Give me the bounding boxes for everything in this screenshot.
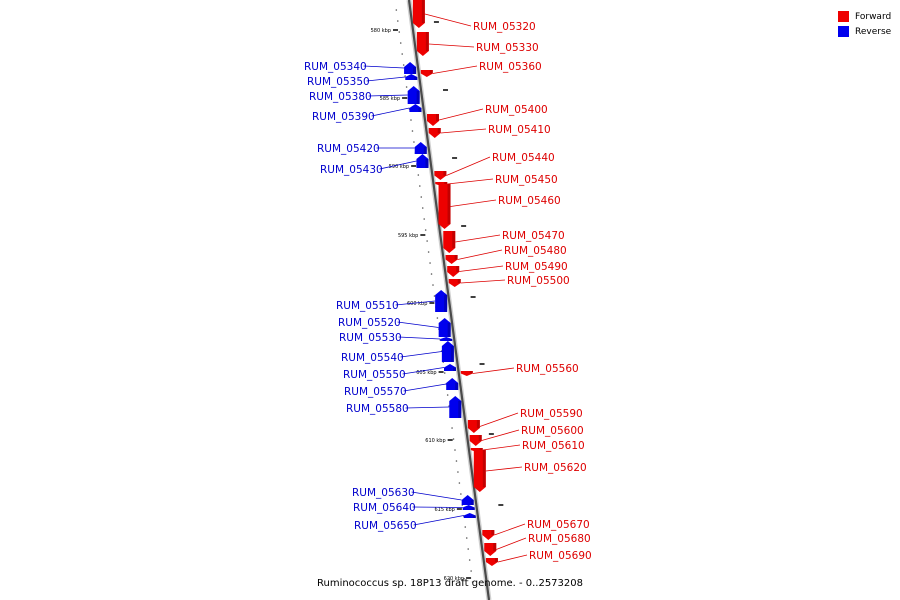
gene-label: RUM_05320: [473, 21, 536, 33]
legend: Forward Reverse: [838, 9, 891, 39]
gene-label: RUM_05570: [344, 386, 407, 398]
gene-feature: RUM_05680: [484, 533, 591, 556]
gene-label: RUM_05350: [307, 76, 370, 88]
gene-feature: RUM_05520: [338, 317, 451, 337]
gene-feature: RUM_05350: [307, 74, 418, 88]
gene-label: RUM_05510: [336, 300, 399, 312]
gene-feature: RUM_05410: [428, 124, 551, 138]
gene-label: RUM_05540: [341, 352, 404, 364]
gene-label: RUM_05420: [317, 143, 380, 155]
scale-tick-label: 585 kbp: [380, 96, 400, 102]
gene-label: RUM_05330: [476, 42, 539, 54]
gene-label: RUM_05560: [516, 363, 579, 375]
gene-feature: RUM_05490: [447, 261, 568, 277]
gene-label: RUM_05430: [320, 164, 383, 176]
gene-label: RUM_05620: [524, 462, 587, 474]
gene-label: RUM_05460: [498, 195, 561, 207]
gene-label: RUM_05400: [485, 104, 548, 116]
gene-feature: RUM_05670: [482, 519, 590, 540]
gene-label: RUM_05680: [528, 533, 591, 545]
gene-label: RUM_05450: [495, 174, 558, 186]
gene-label: RUM_05490: [505, 261, 568, 273]
gene-feature: RUM_05550: [343, 364, 456, 381]
scale-tick-label: 615 kbp: [434, 507, 454, 513]
gene-feature: RUM_05690: [485, 550, 592, 566]
gene-feature: RUM_05570: [344, 378, 459, 398]
gene-label: RUM_05690: [529, 550, 592, 562]
scale-tick-label: 620 kbp: [444, 576, 464, 582]
gene-feature: RUM_05360: [420, 61, 542, 77]
gene-label: RUM_05440: [492, 152, 555, 164]
forward-swatch: [838, 11, 849, 22]
gene-feature: RUM_05390: [312, 104, 422, 123]
gene-label: RUM_05380: [309, 91, 372, 103]
gene-label: RUM_05670: [527, 519, 590, 531]
gene-feature: RUM_05400: [427, 104, 548, 126]
gene-feature: RUM_05590: [467, 408, 583, 433]
gene-feature: RUM_05610: [470, 440, 585, 452]
scale-tick-label: 590 kbp: [389, 164, 409, 170]
gene-feature: RUM_05580: [346, 396, 462, 418]
gene-label: RUM_05480: [504, 245, 567, 257]
gene-feature: RUM_05560: [460, 363, 579, 376]
gene-label: RUM_05500: [507, 275, 570, 287]
legend-reverse: Reverse: [838, 24, 891, 39]
scale-tick-label: 600 kbp: [407, 301, 427, 307]
gene-label: RUM_05550: [343, 369, 406, 381]
backbone: [406, 0, 492, 600]
gene-feature: RUM_05440: [434, 152, 555, 180]
gene-feature: RUM_05330: [416, 32, 539, 56]
scale-tick-label: 610 kbp: [425, 438, 445, 444]
gene-label: RUM_05580: [346, 403, 409, 415]
gene-label: RUM_05390: [312, 111, 375, 123]
gene-label: RUM_05640: [353, 502, 416, 514]
gene-feature: RUM_05620: [473, 450, 587, 492]
gene-label: RUM_05610: [522, 440, 585, 452]
scale-tick-label: 580 kbp: [371, 28, 391, 34]
gene-label: RUM_05340: [304, 61, 367, 73]
gene-feature: RUM_05470: [443, 230, 565, 253]
gene-feature: RUM_05530: [339, 332, 453, 344]
scale-tick-label: 605 kbp: [416, 370, 436, 376]
gene-label: RUM_05410: [488, 124, 551, 136]
gene-feature: RUM_05600: [469, 425, 584, 446]
gene-feature: RUM_05500: [448, 275, 570, 287]
gene-feature: RUM_05460: [438, 184, 561, 229]
gene-label: RUM_05470: [502, 230, 565, 242]
gene-feature: RUM_05510: [336, 290, 448, 312]
legend-forward-label: Forward: [855, 11, 892, 22]
gene-feature: RUM_05630: [352, 487, 474, 505]
gene-feature: RUM_05540: [341, 341, 454, 364]
map-caption: Ruminococcus sp. 18P13 draft genome. - 0…: [316, 578, 583, 589]
gene-feature: RUM_05640: [353, 502, 475, 514]
reverse-swatch: [838, 26, 849, 37]
gene-feature: RUM_05320: [412, 0, 536, 33]
gene-label: RUM_05530: [339, 332, 402, 344]
legend-forward: Forward: [838, 9, 891, 24]
gene-feature: RUM_05380: [309, 86, 420, 104]
gene-label: RUM_05360: [479, 61, 542, 73]
gene-feature: RUM_05450: [435, 174, 558, 186]
legend-reverse-label: Reverse: [855, 26, 892, 37]
gene-feature: RUM_05650: [354, 513, 476, 532]
gene-features: RUM_05320 RUM_05330 RUM_05360 RUM_05340 RUM_…: [304, 0, 592, 566]
gene-feature: RUM_05430: [320, 154, 429, 176]
gene-feature: RUM_05420: [317, 142, 427, 155]
gene-feature: RUM_05480: [445, 245, 567, 264]
scale-tick-label: 595 kbp: [398, 233, 418, 239]
gene-label: RUM_05590: [520, 408, 583, 420]
gene-label: RUM_05600: [521, 425, 584, 437]
gene-label: RUM_05520: [338, 317, 401, 329]
gene-label: RUM_05650: [354, 520, 417, 532]
scale-ticks: 580 kbp 585 kbp 590 kbp 595 kbp 600 kbp 605 k…: [371, 28, 472, 582]
gene-label: RUM_05630: [352, 487, 415, 499]
gene-feature: RUM_05340: [304, 61, 417, 74]
